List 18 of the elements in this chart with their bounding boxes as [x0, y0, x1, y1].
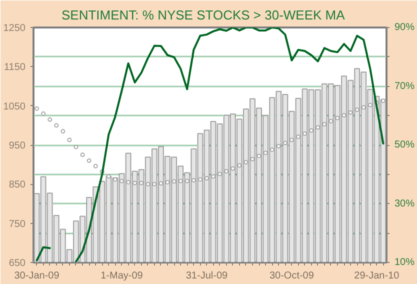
- x-tick-label: 29-Jan-10: [354, 270, 400, 282]
- y2-tick-label: 70%: [394, 80, 415, 92]
- y2-tick-label: 10%: [394, 257, 415, 268]
- y-tick-label: 850: [8, 180, 26, 191]
- y-tick-label: 1150: [4, 62, 26, 74]
- x-tick-label: 30-Oct-09: [269, 270, 314, 282]
- y2-tick-label: 50%: [394, 140, 415, 150]
- y-tick-label: 1250: [3, 23, 26, 34]
- x-tick-label: 1-May-09: [100, 270, 144, 282]
- chart-title: SENTIMENT: % NYSE STOCKS > 30-WEEK MA: [62, 8, 346, 22]
- x-tick-label: 31-Jul-09: [186, 270, 228, 282]
- x-tick-label: 30-Jan-09: [14, 270, 60, 282]
- y2-tick-label: 90%: [394, 22, 415, 33]
- y-tick-label: 950: [8, 140, 26, 152]
- y-tick-label: 650: [8, 258, 26, 269]
- y-tick-label: 1050: [3, 101, 26, 112]
- y-tick-label: 750: [8, 218, 26, 230]
- y2-tick-label: 30%: [394, 198, 415, 210]
